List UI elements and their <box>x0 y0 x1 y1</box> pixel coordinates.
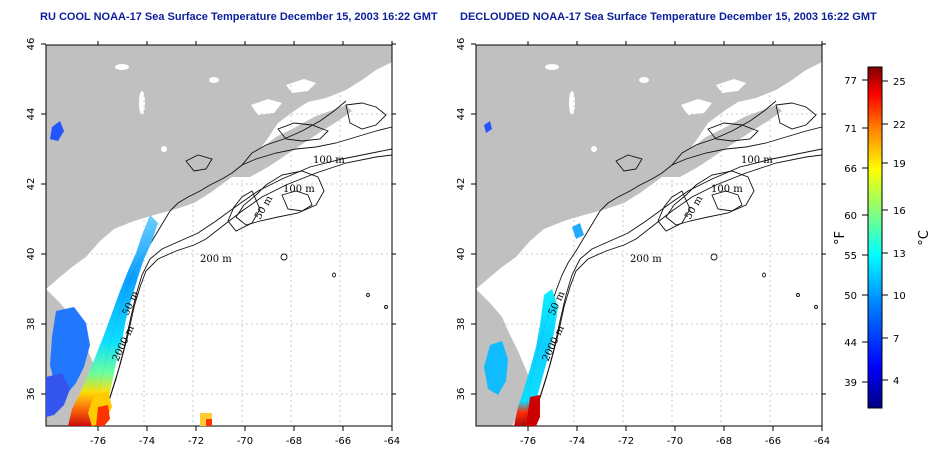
x-tick-label: -72 <box>188 436 204 447</box>
y-tick-label: 42 <box>456 178 467 191</box>
x-tick-label: -68 <box>716 436 732 447</box>
x-tick-label: -74 <box>569 436 585 447</box>
x-tick-label: -64 <box>384 436 400 447</box>
y-tick-label: 46 <box>456 38 467 51</box>
colorbar-f-tick-label: 77 <box>844 76 857 87</box>
colorbar: 77 71 66 60 55 50 44 39 25 22 19 16 13 10 7 4 °F °C <box>833 66 932 409</box>
y-tick-label: 36 <box>26 388 37 401</box>
colorbar-f-tick-label: 55 <box>844 251 857 262</box>
contour-label-100m-upper: 100 m <box>741 155 773 166</box>
colorbar-c-tick-label: 7 <box>893 334 899 345</box>
y-tick-label: 36 <box>456 388 467 401</box>
left-sst-map <box>45 44 393 427</box>
colorbar-f-tick-label: 39 <box>844 378 857 389</box>
x-tick-label: -72 <box>618 436 634 447</box>
colorbar-c-tick-label: 22 <box>893 120 906 131</box>
left-map-title: RU COOL NOAA-17 Sea Surface Temperature … <box>40 11 438 23</box>
colorbar-f-tick-label: 44 <box>844 338 857 349</box>
colorbar-f-tick-label: 71 <box>844 124 857 135</box>
x-tick-label: -68 <box>286 436 302 447</box>
right-map-title: DECLOUDED NOAA-17 Sea Surface Temperatur… <box>460 11 877 23</box>
x-tick-label: -66 <box>765 436 781 447</box>
colorbar-c-tick-label: 10 <box>893 291 906 302</box>
contour-label-100m-upper: 100 m <box>313 155 345 166</box>
colorbar-f-tick-label: 66 <box>844 164 857 175</box>
colorbar-f-tick-label: 60 <box>844 211 857 222</box>
x-tick-label: -76 <box>90 436 106 447</box>
x-tick-label: -70 <box>237 436 253 447</box>
colorbar-c-tick-label: 13 <box>893 249 906 260</box>
x-tick-label: -74 <box>139 436 155 447</box>
y-tick-label: 40 <box>456 248 467 261</box>
colorbar-c-tick-label: 4 <box>893 376 899 387</box>
contour-label-200m: 200 m <box>200 254 232 265</box>
right-map-axes: -76 -74 -72 -70 -68 -66 -64 36 38 40 42 44 46 <box>456 38 830 447</box>
y-tick-label: 44 <box>26 108 37 121</box>
colorbar-c-tick-label: 19 <box>893 159 906 170</box>
y-tick-label: 44 <box>456 108 467 121</box>
y-tick-label: 40 <box>26 248 37 261</box>
contour-label-100m-mid: 100 m <box>283 184 315 195</box>
x-tick-label: -64 <box>814 436 830 447</box>
x-tick-label: -76 <box>520 436 536 447</box>
y-tick-label: 42 <box>26 178 37 191</box>
colorbar-gradient <box>867 66 883 409</box>
x-tick-label: -70 <box>667 436 683 447</box>
colorbar-f-tick-label: 50 <box>844 291 857 302</box>
y-tick-label: 46 <box>26 38 37 51</box>
celsius-label: °C <box>917 230 932 246</box>
fahrenheit-label: °F <box>833 231 848 245</box>
right-sst-map <box>475 44 823 427</box>
colorbar-ticks: 77 71 66 60 55 50 44 39 25 22 19 16 13 10 7 4 <box>844 76 905 389</box>
x-tick-label: -66 <box>335 436 351 447</box>
left-map-axes: -76 -74 -72 -70 -68 -66 -64 36 38 40 42 44 46 <box>26 38 400 447</box>
colorbar-c-tick-label: 25 <box>893 77 906 88</box>
contour-label-200m: 200 m <box>630 254 662 265</box>
contour-label-100m-mid: 100 m <box>711 184 743 195</box>
colorbar-c-tick-label: 16 <box>893 206 906 217</box>
y-tick-label: 38 <box>456 318 467 331</box>
y-tick-label: 38 <box>26 318 37 331</box>
